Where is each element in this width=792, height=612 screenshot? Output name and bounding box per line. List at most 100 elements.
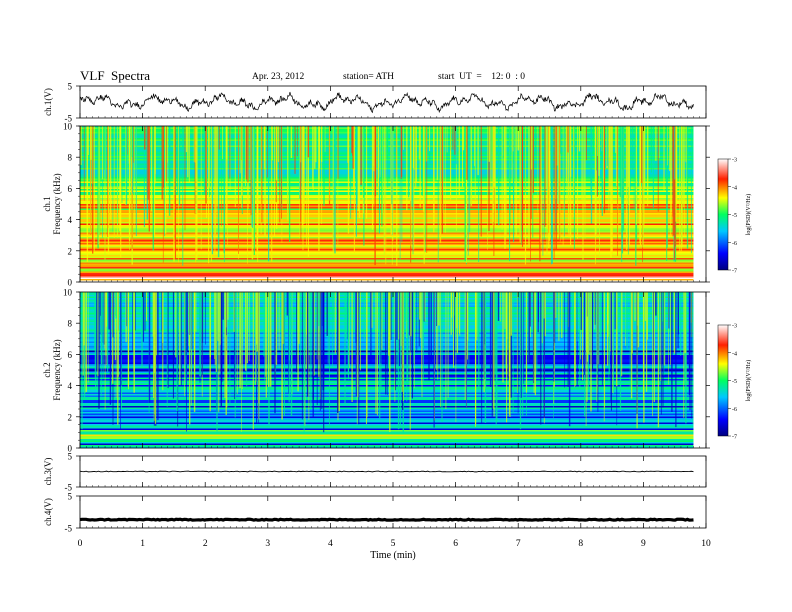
ch1-frequency-band: [80, 187, 694, 190]
ch1-frequency-band: [80, 271, 694, 274]
ch2-frequency-band: [80, 317, 694, 320]
ch1-frequency-band: [80, 234, 694, 236]
date-label: Apr. 23, 2012: [252, 72, 305, 82]
ch1-frequency-band: [80, 160, 694, 163]
ch1-frequency-band: [80, 192, 694, 194]
ch2-frequency-band: [80, 361, 694, 363]
ch1-frequency-band: [80, 159, 694, 161]
ch2-frequency-band: [80, 440, 694, 443]
ch2-frequency-band: [80, 398, 694, 401]
ch2-frequency-band: [80, 439, 694, 441]
ch4-waveform-panel: [79, 517, 694, 522]
ch2-frequency-band: [80, 326, 694, 329]
ch2-y-tick-label: 8: [68, 319, 73, 329]
ch1-y-tick-label: -5: [65, 114, 73, 124]
ch2-frequency-band: [80, 329, 694, 332]
ch2-frequency-band: [80, 431, 694, 434]
ch1-frequency-band: [80, 237, 694, 239]
ch1-frequency-band: [80, 166, 694, 169]
ch3-ylabel: ch.3(V): [43, 458, 53, 486]
ch1-frequency-band: [80, 202, 694, 205]
ch1-frequency-band: [80, 169, 694, 172]
x-tick-label: 5: [391, 539, 396, 549]
ch1-frequency-band: [80, 235, 694, 238]
ch1-frequency-band: [80, 189, 694, 191]
ch2-frequency-band: [80, 374, 694, 377]
ch2-frequency-band: [80, 382, 694, 384]
ch1-spectrogram-panel: [80, 126, 706, 283]
ch1-y-tick-label: 0: [68, 278, 73, 288]
ch1-channel-label: ch.1: [42, 196, 52, 211]
ch1-frequency-band: [80, 265, 694, 268]
ch2-frequency-band: [80, 437, 694, 440]
ch2-frequency-band: [80, 394, 694, 396]
ch2-frequency-band: [80, 397, 694, 399]
ch2-frequency-band: [80, 377, 694, 380]
ch1-frequency-band: [80, 244, 694, 247]
ch2-frequency-band: [80, 340, 694, 342]
ch2-colorbar-tick-label: -6: [732, 407, 737, 413]
ch1-frequency-band: [80, 228, 694, 230]
ch1-frequency-band: [80, 168, 694, 170]
ch2-frequency-band: [80, 311, 694, 314]
ch1-frequency-band: [80, 276, 694, 278]
ch2-frequency-band: [80, 419, 694, 422]
ch4-ylabel: ch.4(V): [43, 498, 53, 526]
ch1-frequency-band: [80, 258, 694, 260]
ch2-frequency-band: [80, 436, 694, 438]
ch2-frequency-band: [80, 325, 694, 327]
ch2-frequency-band: [80, 380, 694, 383]
ch2-frequency-band: [80, 307, 694, 309]
ch2-colorbar-tick-label: -3: [732, 324, 737, 330]
ch1-frequency-band: [80, 216, 694, 218]
ch2-spectrogram-panel: [80, 292, 706, 449]
ch2-frequency-band: [80, 442, 694, 444]
ch1-frequency-band: [80, 213, 694, 215]
ch2-frequency-band: [80, 365, 694, 368]
ch2-frequency-band: [80, 304, 694, 306]
ch1-frequency-band: [80, 255, 694, 257]
ch1-y-tick-label: 8: [68, 153, 73, 163]
ch1-frequency-band: [80, 217, 694, 220]
ch2-frequency-band: [80, 338, 694, 341]
ch2-y-tick-label: 6: [68, 350, 73, 360]
ch1-frequency-band: [80, 274, 694, 277]
ch2-frequency-band: [80, 434, 694, 437]
ch1-colorbar-tick-label: -4: [732, 185, 737, 191]
ch2-frequency-band: [80, 335, 694, 338]
ch2-frequency-band: [80, 421, 694, 423]
chart-title: VLF Spectra: [80, 68, 151, 83]
ch2-frequency-band: [80, 320, 694, 323]
ch2-frequency-band: [80, 400, 694, 402]
ch1-frequency-band: [80, 249, 694, 251]
ch1-frequency-band: [80, 247, 694, 250]
ch1-frequency-band: [80, 240, 694, 242]
ch1-frequency-band: [80, 277, 694, 280]
x-tick-label: 1: [140, 539, 145, 549]
ch1-frequency-band: [80, 186, 694, 188]
ch1-frequency-band: [80, 238, 694, 241]
ch2-frequency-band: [80, 301, 694, 303]
ch1-y-tick-label: 5: [68, 82, 73, 92]
ch1-colorbar-tick-label: -7: [732, 269, 737, 275]
ch2-frequency-band: [80, 319, 694, 321]
ch4-y-tick-label: 5: [68, 492, 73, 502]
ch2-frequency-label: Frequency (kHz): [52, 339, 62, 400]
ch1-frequency-band: [80, 193, 694, 196]
ch2-frequency-band: [80, 386, 694, 389]
ch2-frequency-band: [80, 343, 694, 345]
station-label: station= ATH: [343, 72, 395, 82]
ch2-channel-label: ch.2: [42, 362, 52, 377]
ch2-frequency-band: [80, 334, 694, 336]
ch1-frequency-band: [80, 181, 694, 184]
ch2-frequency-band: [80, 313, 694, 315]
ch1-frequency-band: [80, 184, 694, 187]
ch1-frequency-band: [80, 208, 694, 211]
ch4-waveform-line: [79, 517, 694, 522]
ch2-frequency-band: [80, 356, 694, 359]
ch1-frequency-band: [80, 207, 694, 209]
ch1-frequency-band: [80, 175, 694, 178]
ch1-frequency-band: [80, 261, 694, 263]
ch2-frequency-band: [80, 362, 694, 365]
ch2-frequency-band: [80, 322, 694, 324]
